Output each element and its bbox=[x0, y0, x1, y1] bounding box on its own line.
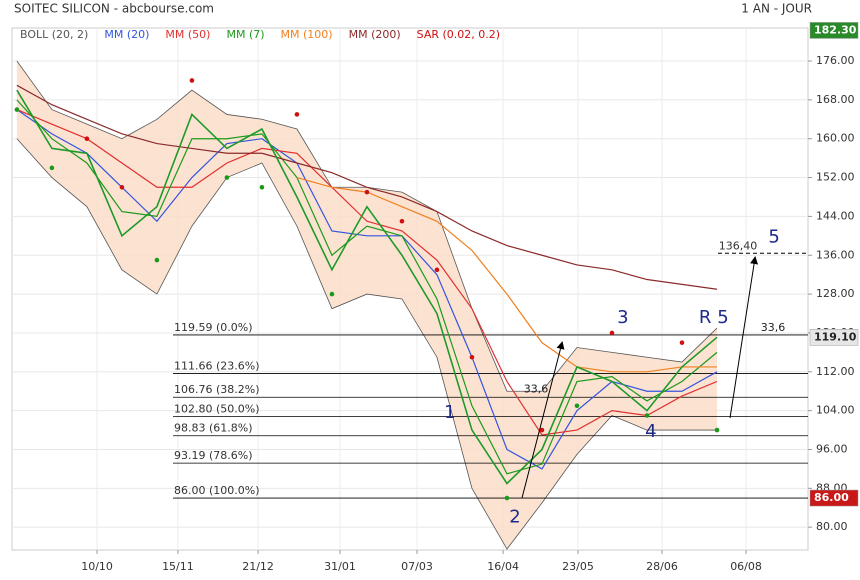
legend-entry: SAR (0.02, 0.2) bbox=[417, 28, 500, 41]
band-fill bbox=[16, 61, 717, 550]
sar-dot bbox=[49, 165, 55, 171]
price-tag-label: 86.00 bbox=[814, 491, 849, 504]
x-tick-label: 06/08 bbox=[730, 560, 762, 573]
legend-entry: MM (200) bbox=[349, 28, 401, 41]
band-lower bbox=[16, 138, 717, 550]
sar-dot bbox=[294, 112, 300, 117]
price-tag bbox=[809, 22, 859, 39]
fib-label: 93.19 (78.6%) bbox=[174, 449, 253, 462]
annotation: 4 bbox=[645, 421, 656, 442]
sar-dot bbox=[364, 189, 370, 195]
ma-line bbox=[16, 84, 718, 290]
sar-dot bbox=[504, 495, 510, 501]
sar-dot bbox=[119, 184, 125, 190]
y-tick-label: 112.00 bbox=[816, 365, 855, 378]
sar-dot bbox=[714, 427, 720, 433]
annotation: 3 bbox=[617, 307, 628, 328]
y-tick-label: 96.00 bbox=[816, 442, 848, 455]
annotation: 2 bbox=[509, 506, 520, 527]
legend-entry: BOLL (20, 2) bbox=[20, 28, 88, 41]
sar-dot bbox=[224, 175, 230, 180]
x-tick-label: 23/05 bbox=[562, 560, 594, 573]
sar-dot bbox=[189, 78, 195, 83]
y-tick-label: 176.00 bbox=[816, 54, 855, 67]
arrow bbox=[521, 341, 565, 499]
annotation: 5 bbox=[717, 307, 728, 328]
annotation: 33,6 bbox=[524, 382, 549, 395]
x-tick-label: 31/01 bbox=[324, 560, 356, 573]
sar-dot bbox=[154, 257, 160, 263]
sar-dot bbox=[469, 354, 475, 360]
fib-label: 102.80 (50.0%) bbox=[174, 402, 260, 415]
chart-title: SOITEC SILICON - abcbourse.com bbox=[14, 2, 214, 16]
fib-label: 86.00 (100.0%) bbox=[174, 484, 260, 497]
ma-line bbox=[16, 109, 718, 436]
ma-line bbox=[16, 99, 718, 475]
y-tick-label: 136.00 bbox=[816, 248, 855, 261]
fib-label: 106.76 (38.2%) bbox=[174, 383, 260, 396]
plot-frame bbox=[11, 27, 809, 551]
sar-dot bbox=[14, 107, 20, 112]
arrow bbox=[729, 256, 759, 419]
sar-dot bbox=[329, 291, 335, 297]
sar-dot bbox=[259, 184, 265, 190]
y-tick-label: 152.00 bbox=[816, 171, 855, 184]
sar-dot bbox=[644, 413, 650, 418]
sar-dot bbox=[84, 136, 90, 142]
sar-dot bbox=[539, 427, 545, 433]
fib-label: 119.59 (0.0%) bbox=[174, 321, 253, 334]
sar-dot bbox=[434, 267, 440, 273]
legend-entry: MM (7) bbox=[226, 28, 264, 41]
price-tag-label: 182.30 bbox=[814, 23, 857, 36]
legend-entry: MM (100) bbox=[281, 28, 333, 41]
x-tick-label: 16/04 bbox=[487, 560, 519, 573]
period: 1 AN - JOUR bbox=[741, 2, 812, 16]
sar-dot bbox=[574, 403, 580, 409]
price-line bbox=[16, 89, 718, 485]
x-tick-label: 07/03 bbox=[401, 560, 433, 573]
target-label: 136,40 bbox=[719, 239, 758, 252]
y-tick-label: 128.00 bbox=[816, 287, 855, 300]
x-tick-label: 10/10 bbox=[81, 560, 113, 573]
ma-line bbox=[16, 109, 718, 470]
y-tick-label: 104.00 bbox=[816, 404, 855, 417]
y-tick-label: 80.00 bbox=[816, 520, 848, 533]
annotation: 1 bbox=[444, 402, 455, 423]
annotation: 5 bbox=[768, 226, 779, 247]
annotation: R bbox=[699, 307, 712, 328]
x-tick-label: 15/11 bbox=[162, 560, 194, 573]
legend-entry: MM (50) bbox=[165, 28, 210, 41]
sar-dot bbox=[609, 330, 615, 336]
sar-dot bbox=[679, 340, 685, 345]
y-tick-label: 144.00 bbox=[816, 209, 855, 222]
y-tick-label: 168.00 bbox=[816, 93, 855, 106]
plot bbox=[14, 60, 808, 550]
price-tag-label: 119.10 bbox=[814, 330, 857, 343]
x-tick-label: 28/06 bbox=[646, 560, 678, 573]
fib-label: 98.83 (61.8%) bbox=[174, 422, 253, 435]
fib-label: 111.66 (23.6%) bbox=[174, 359, 260, 372]
y-tick-label: 160.00 bbox=[816, 132, 855, 145]
legend-entry: MM (20) bbox=[104, 28, 149, 41]
price-tag bbox=[809, 329, 859, 346]
price-tag bbox=[809, 489, 859, 507]
sar-dot bbox=[399, 218, 405, 224]
x-tick-label: 21/12 bbox=[242, 560, 274, 573]
annotation: 33,6 bbox=[761, 321, 786, 334]
